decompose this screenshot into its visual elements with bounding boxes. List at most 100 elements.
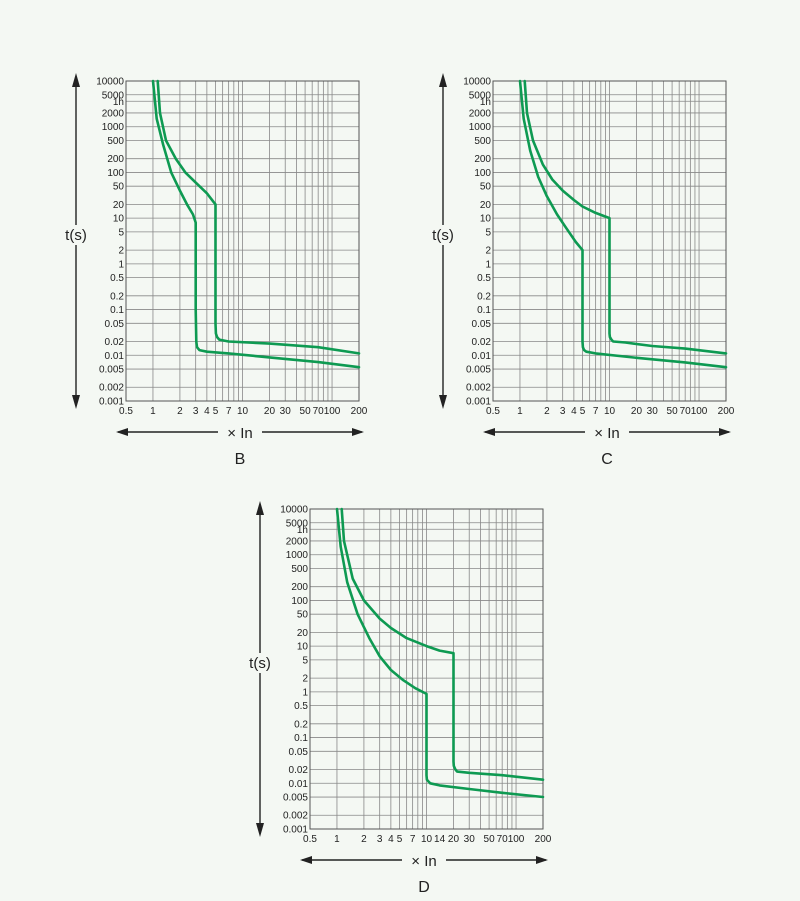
y-tick-label: 0.02 bbox=[105, 337, 125, 348]
x-tick-label: 1 bbox=[517, 406, 523, 417]
y-tick-label: 0.005 bbox=[99, 365, 124, 376]
trip-curve-upper bbox=[523, 79, 728, 355]
y-tick-label: 500 bbox=[107, 136, 124, 147]
y-tick-label: 200 bbox=[291, 582, 308, 593]
x-tick-label: 30 bbox=[647, 406, 659, 417]
arrow-up-icon bbox=[439, 73, 447, 87]
y-tick-label: 20 bbox=[297, 628, 309, 639]
y-tick-label: 0.005 bbox=[283, 793, 308, 804]
trip-curve-lower bbox=[518, 79, 728, 369]
x-label-backdrop bbox=[402, 850, 446, 870]
x-tick-label: 5 bbox=[580, 406, 586, 417]
y-tick-label: 50 bbox=[297, 610, 309, 621]
x-tick-label: 7 bbox=[410, 834, 416, 845]
x-tick-label: 70 bbox=[313, 406, 325, 417]
y-tick-label: 1 bbox=[485, 259, 491, 270]
y-tick-label: 0.5 bbox=[477, 273, 491, 284]
y-tick-label: 10 bbox=[297, 642, 309, 653]
x-tick-label: 4 bbox=[204, 406, 210, 417]
y-tick-label: 20 bbox=[113, 200, 125, 211]
y-tick-label: 50 bbox=[480, 182, 492, 193]
y-tick-label: 5 bbox=[302, 655, 308, 666]
x-label-backdrop bbox=[585, 422, 629, 442]
x-tick-label: 14 bbox=[434, 834, 446, 845]
y-tick-label: 0.01 bbox=[472, 351, 492, 362]
arrow-right-icon bbox=[719, 428, 731, 436]
y-tick-label: 100 bbox=[107, 168, 124, 179]
arrow-up-icon bbox=[72, 73, 80, 87]
trip-curve-upper bbox=[340, 507, 545, 781]
x-tick-label: 2 bbox=[544, 406, 550, 417]
x-tick-label: 50 bbox=[667, 406, 679, 417]
x-tick-label: 0.5 bbox=[119, 406, 133, 417]
x-tick-label: 30 bbox=[280, 406, 292, 417]
arrow-up-icon bbox=[256, 501, 264, 515]
y-tick-label: 200 bbox=[107, 154, 124, 165]
x-tick-label: 100 bbox=[508, 834, 525, 845]
plot-frame bbox=[125, 80, 360, 402]
y-tick-label: 2 bbox=[118, 246, 124, 257]
trip-curve-lower bbox=[151, 79, 361, 369]
x-tick-label: 100 bbox=[691, 406, 708, 417]
arrow-left-icon bbox=[116, 428, 128, 436]
arrow-right-icon bbox=[352, 428, 364, 436]
trip-curve-lower bbox=[335, 507, 545, 799]
y-tick-label: 0.001 bbox=[283, 825, 308, 836]
chart-title: D bbox=[418, 879, 430, 896]
arrow-left-icon bbox=[483, 428, 495, 436]
y-tick-label: 0.005 bbox=[466, 365, 491, 376]
y-tick-label: 500 bbox=[291, 564, 308, 575]
y-tick-label: 0.002 bbox=[466, 383, 491, 394]
y-tick-label: 5 bbox=[485, 227, 491, 238]
y-tick-label: 50 bbox=[113, 182, 125, 193]
y-tick-label: 10000 bbox=[463, 77, 491, 88]
y-tick-label: 0.01 bbox=[289, 779, 309, 790]
y-tick-label: 1 bbox=[302, 687, 308, 698]
y-tick-label: 10000 bbox=[96, 77, 124, 88]
y-tick-label: 0.05 bbox=[289, 747, 309, 758]
x-tick-label: 5 bbox=[213, 406, 219, 417]
x-axis-arrow bbox=[116, 422, 364, 442]
y-tick-label: 0.02 bbox=[289, 765, 309, 776]
y-tick-label: 5000 bbox=[469, 90, 492, 101]
y-tick-label: 0.5 bbox=[294, 701, 308, 712]
y-tick-label: 0.1 bbox=[294, 733, 308, 744]
x-tick-label: 3 bbox=[377, 834, 383, 845]
y-tick-label: 0.001 bbox=[466, 397, 491, 408]
x-tick-label: 200 bbox=[718, 406, 735, 417]
x-tick-label: 10 bbox=[237, 406, 249, 417]
x-tick-label: 20 bbox=[631, 406, 643, 417]
x-tick-label: 4 bbox=[571, 406, 577, 417]
y-axis-arrow bbox=[246, 501, 274, 837]
y-tick-label: 0.002 bbox=[283, 811, 308, 822]
y-tick-label: 0.02 bbox=[472, 337, 492, 348]
x-tick-label: 4 bbox=[388, 834, 394, 845]
x-tick-label: 10 bbox=[604, 406, 616, 417]
arrow-left-icon bbox=[300, 856, 312, 864]
x-tick-label: 1 bbox=[334, 834, 340, 845]
y-tick-label: 20 bbox=[480, 200, 492, 211]
x-axis-arrow bbox=[300, 850, 548, 870]
arrow-down-icon bbox=[439, 395, 447, 409]
x-tick-label: 20 bbox=[264, 406, 276, 417]
y-label-backdrop bbox=[429, 225, 457, 245]
y-tick-label: 2 bbox=[302, 674, 308, 685]
y-tick-label: 0.01 bbox=[105, 351, 125, 362]
x-label-backdrop bbox=[218, 422, 262, 442]
x-tick-label: 7 bbox=[226, 406, 232, 417]
y-tick-label: 1 bbox=[118, 259, 124, 270]
y-tick-label: 1h bbox=[480, 97, 491, 108]
y-tick-label: 500 bbox=[474, 136, 491, 147]
y-tick-label: 5000 bbox=[102, 90, 125, 101]
y-tick-label: 0.1 bbox=[110, 305, 124, 316]
y-tick-label: 0.5 bbox=[110, 273, 124, 284]
x-tick-label: 3 bbox=[193, 406, 199, 417]
chart-b: 0.001 0.002 0.005 0.01 0.02 0.05 0.1 0.2 0.5 1 2 5 1… bbox=[62, 73, 368, 468]
y-tick-label: 200 bbox=[474, 154, 491, 165]
y-tick-label: 0.2 bbox=[477, 291, 491, 302]
y-tick-label: 100 bbox=[291, 596, 308, 607]
y-tick-label: 2000 bbox=[469, 108, 492, 119]
y-tick-label: 0.05 bbox=[105, 319, 125, 330]
y-label-backdrop bbox=[62, 225, 90, 245]
